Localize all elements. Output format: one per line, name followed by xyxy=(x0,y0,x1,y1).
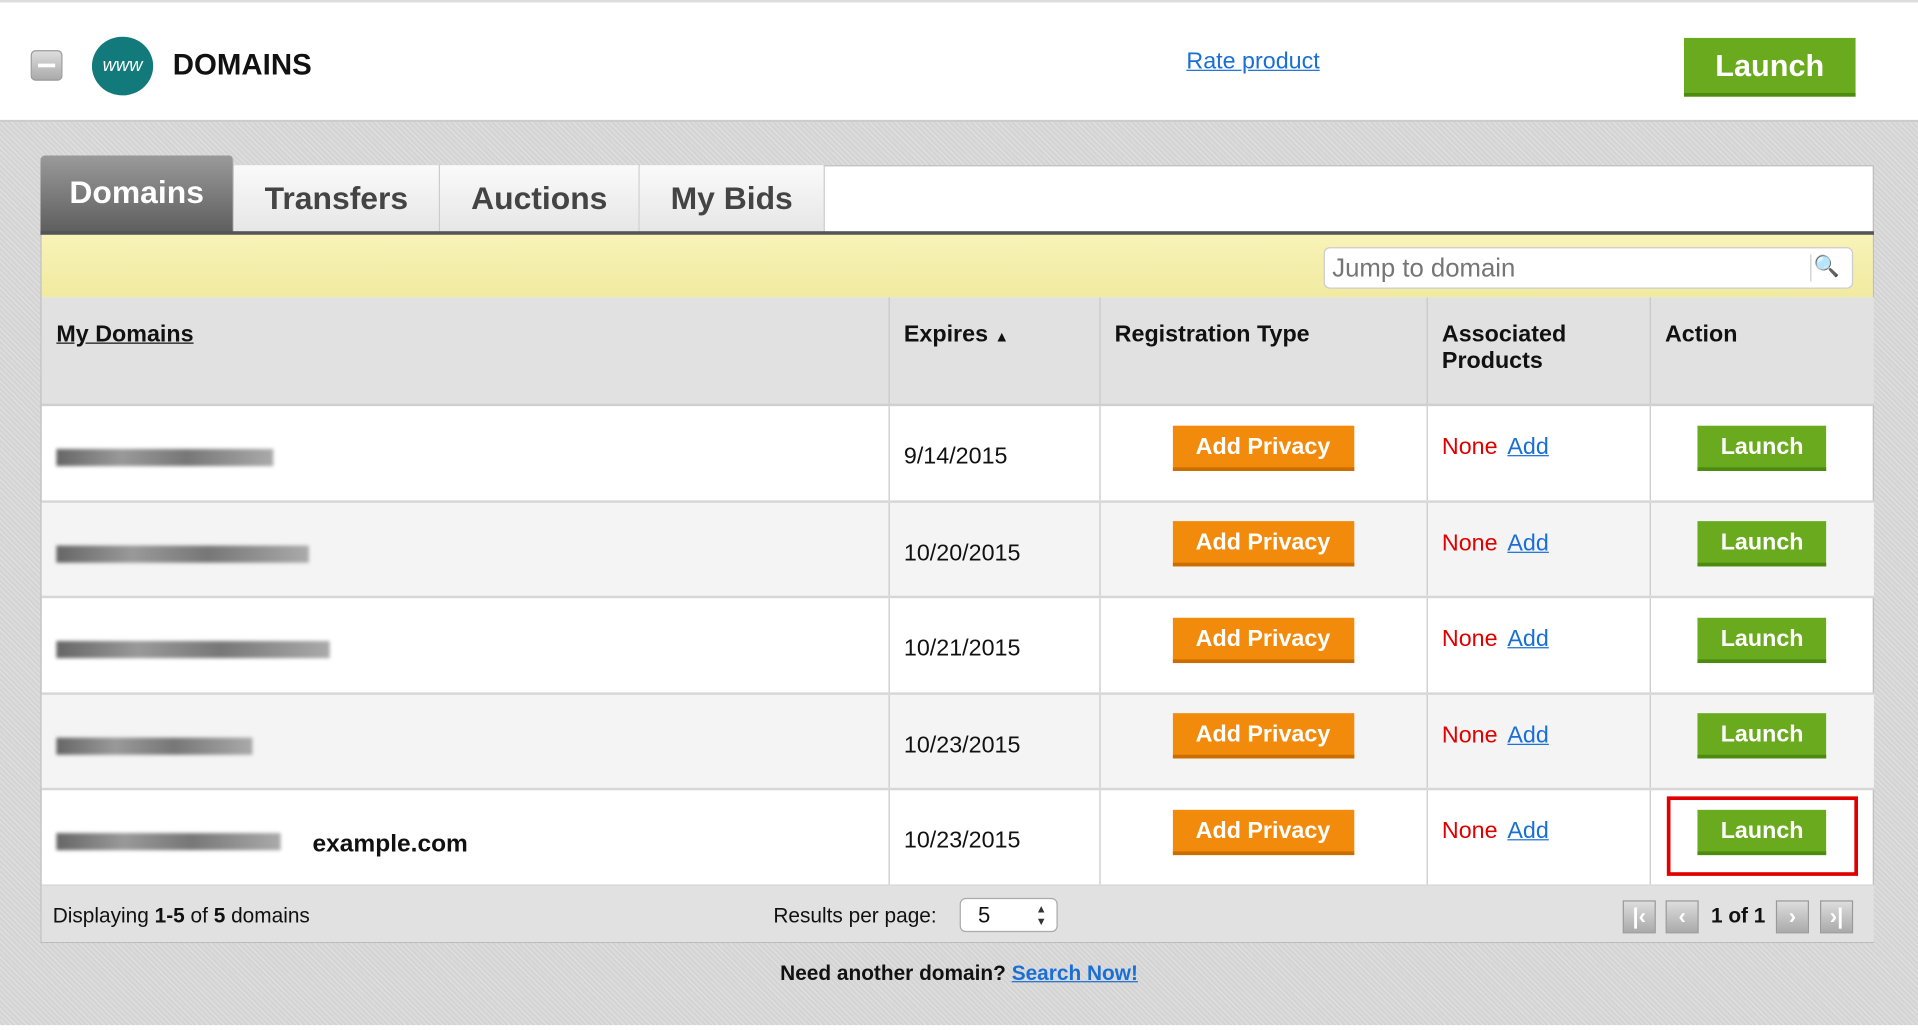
domain-cell[interactable]: example.com xyxy=(41,789,890,887)
expires-cell: 10/23/2015 xyxy=(888,789,1100,887)
products-cell: None Add xyxy=(1426,596,1651,695)
table-row: 9/14/2015 Add Privacy None Add Launch xyxy=(41,404,1874,503)
redacted-domain xyxy=(56,833,281,851)
www-globe-icon: www xyxy=(91,36,154,96)
search-prompt: Need another domain? Search Now! xyxy=(780,961,1138,985)
app-header: www DOMAINS Rate product Launch xyxy=(0,0,1918,123)
table-footer: Displaying 1-5 of 5 domains Results per … xyxy=(41,885,1874,942)
products-none: None xyxy=(1441,818,1498,845)
tab-auctions[interactable]: Auctions xyxy=(439,165,640,233)
domain-cell[interactable] xyxy=(41,404,890,503)
products-none: None xyxy=(1441,626,1498,653)
launch-button[interactable]: Launch xyxy=(1697,521,1827,567)
products-cell: None Add xyxy=(1426,404,1651,503)
jump-to-domain-input[interactable] xyxy=(1332,251,1798,286)
domains-table: My Domains Expires ▲ Registration Type A… xyxy=(41,297,1874,887)
add-privacy-button[interactable]: Add Privacy xyxy=(1172,617,1354,663)
registration-cell: Add Privacy xyxy=(1099,596,1428,695)
expires-cell: 10/20/2015 xyxy=(888,500,1100,599)
add-product-link[interactable]: Add xyxy=(1507,626,1549,653)
expires-cell: 10/23/2015 xyxy=(888,692,1100,791)
expires-cell: 9/14/2015 xyxy=(888,404,1100,503)
action-cell: Launch xyxy=(1649,500,1874,599)
add-privacy-button[interactable]: Add Privacy xyxy=(1172,425,1354,471)
first-page-icon[interactable]: |‹ xyxy=(1622,900,1656,934)
tab-domains[interactable]: Domains xyxy=(40,155,235,233)
results-per-page-select[interactable]: 5 ▲ ▼ xyxy=(959,897,1058,933)
page-info: 1 of 1 xyxy=(1710,904,1766,928)
highlight-box xyxy=(1666,796,1859,876)
launch-button[interactable]: Launch xyxy=(1697,713,1827,759)
collapse-icon[interactable] xyxy=(30,50,63,81)
launch-button[interactable]: Launch xyxy=(1697,809,1827,855)
sort-ascending-icon: ▲ xyxy=(994,327,1010,345)
add-privacy-button[interactable]: Add Privacy xyxy=(1172,713,1354,759)
displaying-count: Displaying 1-5 of 5 domains xyxy=(52,904,310,928)
tab-my-bids[interactable]: My Bids xyxy=(639,165,825,233)
last-page-icon[interactable]: ›| xyxy=(1820,900,1854,934)
page-title: DOMAINS xyxy=(172,48,312,82)
redacted-domain xyxy=(56,737,253,755)
table-row: 10/21/2015 Add Privacy None Add Launch xyxy=(41,596,1874,695)
action-cell: Launch xyxy=(1649,404,1874,503)
results-per-page-label: Results per page: xyxy=(773,904,937,928)
domain-cell[interactable] xyxy=(41,596,890,695)
column-header-registration-type: Registration Type xyxy=(1099,297,1428,407)
add-product-link[interactable]: Add xyxy=(1507,530,1549,557)
add-product-link[interactable]: Add xyxy=(1507,818,1549,845)
domain-label: example.com xyxy=(312,830,468,858)
table-row: example.com 10/23/2015 Add Privacy None A… xyxy=(41,789,1874,887)
launch-button[interactable]: Launch xyxy=(1697,425,1827,471)
domain-cell[interactable] xyxy=(41,692,890,791)
table-row: 10/23/2015 Add Privacy None Add Launch xyxy=(41,692,1874,791)
tab-transfers[interactable]: Transfers xyxy=(234,165,440,233)
select-arrows-icon: ▲ ▼ xyxy=(1035,902,1047,928)
table-row: 10/20/2015 Add Privacy None Add Launch xyxy=(41,500,1874,599)
column-header-my-domains[interactable]: My Domains xyxy=(41,297,890,407)
tab-divider xyxy=(40,231,1874,235)
registration-cell: Add Privacy xyxy=(1099,404,1428,503)
column-header-expires[interactable]: Expires ▲ xyxy=(888,297,1100,407)
domain-cell[interactable] xyxy=(41,500,890,599)
previous-page-icon[interactable]: ‹ xyxy=(1665,900,1699,934)
registration-cell: Add Privacy xyxy=(1099,692,1428,791)
column-header-action: Action xyxy=(1649,297,1874,407)
add-product-link[interactable]: Add xyxy=(1507,722,1549,749)
add-privacy-button[interactable]: Add Privacy xyxy=(1172,521,1354,567)
action-cell: Launch xyxy=(1649,596,1874,695)
column-header-associated-products: Associated Products xyxy=(1426,297,1651,407)
redacted-domain xyxy=(56,641,330,659)
next-page-icon[interactable]: › xyxy=(1775,900,1809,934)
action-cell: Launch xyxy=(1649,789,1874,887)
products-none: None xyxy=(1441,434,1498,461)
action-cell: Launch xyxy=(1649,692,1874,791)
products-none: None xyxy=(1441,722,1498,749)
redacted-domain xyxy=(56,449,274,467)
products-cell: None Add xyxy=(1426,692,1651,791)
jump-to-domain-field[interactable]: 🔍 xyxy=(1323,247,1854,289)
launch-button[interactable]: Launch xyxy=(1697,617,1827,663)
header-launch-button[interactable]: Launch xyxy=(1683,37,1856,97)
expires-cell: 10/21/2015 xyxy=(888,596,1100,695)
search-icon[interactable]: 🔍 xyxy=(1810,254,1840,282)
search-now-link[interactable]: Search Now! xyxy=(1011,961,1138,985)
registration-cell: Add Privacy xyxy=(1099,789,1428,887)
rate-product-link[interactable]: Rate product xyxy=(1186,48,1320,75)
products-cell: None Add xyxy=(1426,789,1651,887)
add-product-link[interactable]: Add xyxy=(1507,434,1549,461)
tab-bar: Domains Transfers Auctions My Bids xyxy=(40,155,1873,233)
products-none: None xyxy=(1441,530,1498,557)
products-cell: None Add xyxy=(1426,500,1651,599)
redacted-domain xyxy=(56,545,309,563)
registration-cell: Add Privacy xyxy=(1099,500,1428,599)
add-privacy-button[interactable]: Add Privacy xyxy=(1172,809,1354,855)
